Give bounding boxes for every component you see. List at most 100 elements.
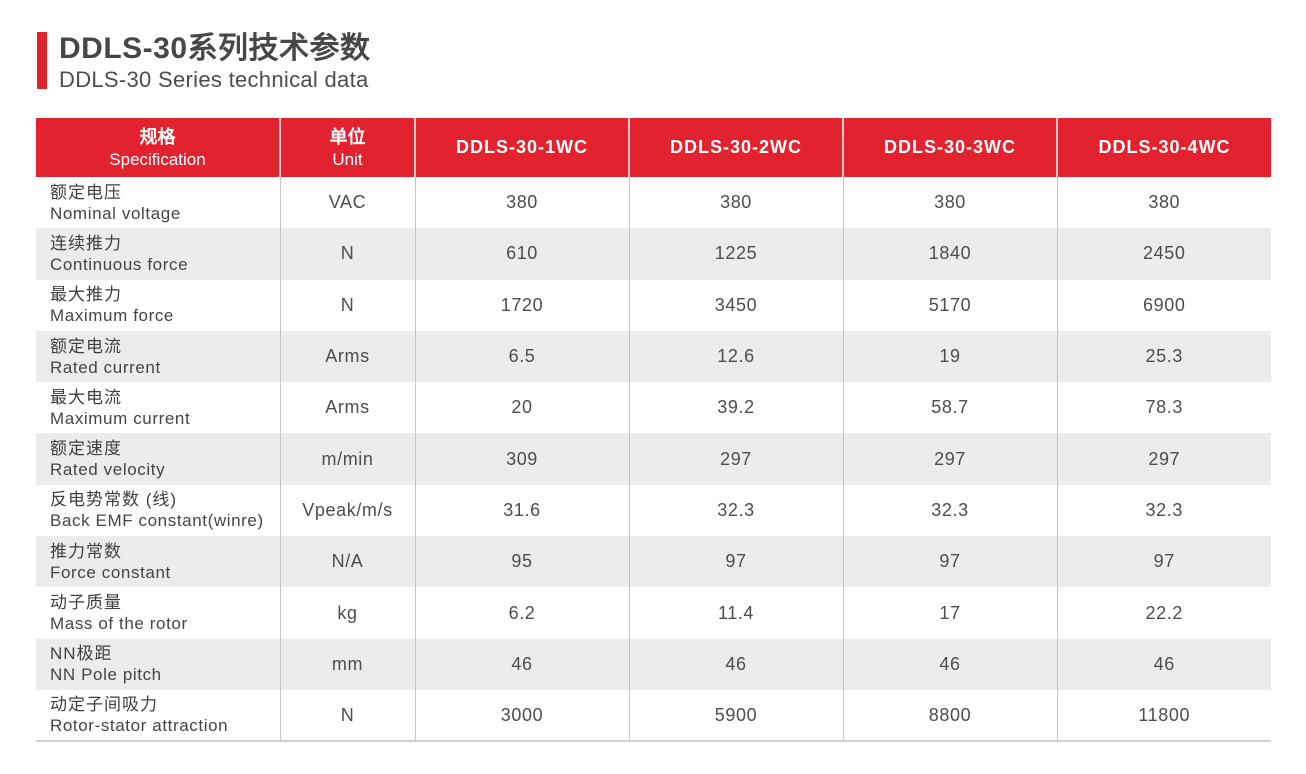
value-cell: 5900 (628, 689, 843, 742)
value-cell: 97 (628, 536, 843, 588)
value-cell: 297 (842, 433, 1057, 485)
value-cell: 1225 (628, 228, 843, 280)
value-cell: 97 (842, 536, 1057, 588)
model-header-cell-4: DDLS-30-4WC (1056, 118, 1271, 177)
table-row: NN极距 NN Pole pitch mm 46 46 46 46 (36, 638, 1271, 690)
spec-header-en: Specification (109, 149, 206, 169)
value-cell: 58.7 (842, 382, 1057, 434)
table-row: 额定速度 Rated velocity m/min 309 297 297 297 (36, 433, 1271, 485)
table-row: 最大电流 Maximum current Arms 20 39.2 58.7 78.3 (36, 382, 1271, 434)
row-label-en: Rated velocity (50, 460, 166, 480)
table-row: 额定电压 Nominal voltage VAC 380 380 380 380 (36, 177, 1271, 229)
row-label-en: Nominal voltage (50, 203, 181, 223)
value-cell: 309 (414, 433, 629, 485)
row-label-cell: 最大推力 Maximum force (36, 280, 280, 331)
value-cell: 46 (842, 638, 1057, 690)
row-label-cn: 额定电流 (50, 336, 122, 356)
spec-table: 规格 Specification 单位 Unit DDLS-30-1WC DDLS… (36, 118, 1271, 743)
value-cell: 12.6 (628, 330, 843, 383)
titles: DDLS-30系列技术参数 DDLS-30 Series technical d… (59, 32, 371, 92)
value-cell: 97 (1056, 536, 1271, 588)
row-label-en: Continuous force (50, 254, 189, 274)
page-title-cn: DDLS-30系列技术参数 (59, 32, 371, 65)
row-label-cell: 动子质量 Mass of the rotor (36, 587, 280, 638)
value-cell: 46 (414, 638, 629, 690)
value-cell: 31.6 (414, 484, 629, 537)
value-cell: 22.2 (1056, 587, 1271, 639)
value-cell: 6.5 (414, 330, 629, 383)
row-label-en: Mass of the rotor (50, 614, 188, 634)
table-header: 规格 Specification 单位 Unit DDLS-30-1WC DDLS… (36, 118, 1271, 177)
unit-cell: Arms (279, 382, 415, 434)
row-label-cn: 反电势常数 (线) (50, 490, 178, 510)
value-cell: 2450 (1056, 228, 1271, 280)
value-cell: 32.3 (1056, 484, 1271, 537)
unit-header-cell: 单位 Unit (279, 118, 415, 177)
unit-cell: kg (279, 587, 415, 639)
row-label-en: Back EMF constant(winre) (50, 511, 264, 531)
row-label-en: Maximum current (50, 408, 191, 428)
row-label-cn: 最大推力 (50, 285, 122, 305)
value-cell: 6.2 (414, 587, 629, 639)
value-cell: 20 (414, 382, 629, 434)
table-row: 最大推力 Maximum force N 1720 3450 5170 6900 (36, 279, 1271, 331)
unit-header-en: Unit (332, 149, 363, 169)
value-cell: 46 (1056, 638, 1271, 690)
row-label-cell: 反电势常数 (线) Back EMF constant(winre) (36, 485, 280, 536)
model-header-cell-3: DDLS-30-3WC (842, 118, 1057, 177)
row-label-en: Force constant (50, 562, 171, 582)
table-row: 额定电流 Rated current Arms 6.5 12.6 19 25.3 (36, 330, 1271, 383)
value-cell: 46 (628, 638, 843, 690)
value-cell: 32.3 (628, 484, 843, 537)
value-cell: 11800 (1056, 689, 1271, 742)
value-cell: 380 (414, 177, 629, 229)
row-label-cell: 额定电压 Nominal voltage (36, 177, 280, 228)
value-cell: 78.3 (1056, 382, 1271, 434)
row-label-en: Rated current (50, 357, 161, 377)
value-cell: 297 (1056, 433, 1271, 485)
value-cell: 19 (842, 330, 1057, 383)
unit-cell: Vpeak/m/s (279, 484, 415, 537)
row-label-cn: 连续推力 (50, 233, 122, 253)
table-row: 反电势常数 (线) Back EMF constant(winre) Vpeak/m… (36, 484, 1271, 537)
page-title-en: DDLS-30 Series technical data (59, 67, 369, 92)
row-label-cell: 推力常数 Force constant (36, 536, 280, 587)
unit-cell: N (279, 279, 415, 331)
row-label-cn: 动定子间吸力 (50, 695, 158, 715)
value-cell: 1720 (414, 279, 629, 331)
unit-cell: N (279, 228, 415, 280)
table-row: 推力常数 Force constant N/A 95 97 97 97 (36, 536, 1271, 588)
value-cell: 39.2 (628, 382, 843, 434)
row-label-cell: 动定子间吸力 Rotor-stator attraction (36, 690, 280, 741)
header-row: 规格 Specification 单位 Unit DDLS-30-1WC DDLS… (36, 118, 1271, 177)
spec-header-cn: 规格 (139, 126, 176, 147)
value-cell: 380 (628, 177, 843, 229)
value-cell: 6900 (1056, 279, 1271, 331)
unit-cell: Arms (279, 330, 415, 383)
value-cell: 3000 (414, 689, 629, 742)
value-cell: 5170 (842, 279, 1057, 331)
value-cell: 297 (628, 433, 843, 485)
table-row: 动子质量 Mass of the rotor kg 6.2 11.4 17 22.2 (36, 587, 1271, 639)
value-cell: 95 (414, 536, 629, 588)
value-cell: 1840 (842, 228, 1057, 280)
value-cell: 11.4 (628, 587, 843, 639)
value-cell: 25.3 (1056, 330, 1271, 383)
model-header-cell-2: DDLS-30-2WC (628, 118, 843, 177)
spec-header-cell: 规格 Specification (36, 118, 280, 177)
row-label-cell: 最大电流 Maximum current (36, 382, 280, 433)
row-label-cn: 额定速度 (50, 439, 122, 459)
value-cell: 380 (1056, 177, 1271, 229)
table-body: 额定电压 Nominal voltage VAC 380 380 380 380 连续推力 Co… (36, 177, 1271, 742)
unit-cell: m/min (279, 433, 415, 485)
unit-cell: N (279, 689, 415, 742)
value-cell: 610 (414, 228, 629, 280)
row-label-cell: 额定速度 Rated velocity (36, 433, 280, 484)
table-row: 连续推力 Continuous force N 610 1225 1840 2450 (36, 228, 1271, 280)
table-row: 动定子间吸力 Rotor-stator attraction N 3000 5900 88… (36, 689, 1271, 742)
unit-header-cn: 单位 (329, 126, 366, 147)
value-cell: 380 (842, 177, 1057, 229)
row-label-cell: 连续推力 Continuous force (36, 228, 280, 279)
unit-cell: N/A (279, 536, 415, 588)
row-label-cn: 推力常数 (50, 541, 122, 561)
